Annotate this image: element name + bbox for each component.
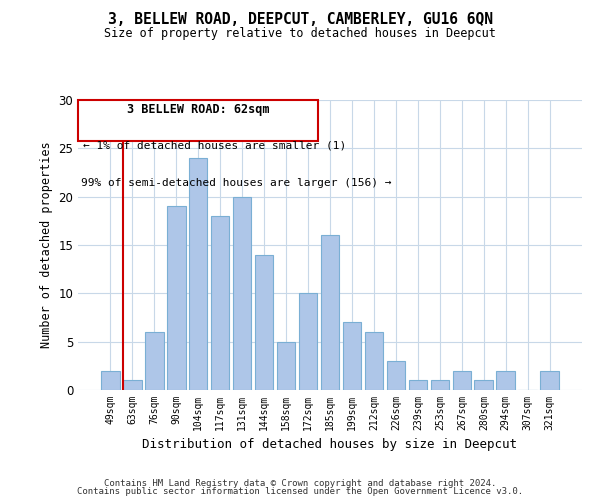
Text: Size of property relative to detached houses in Deepcut: Size of property relative to detached ho… [104, 28, 496, 40]
Text: 3 BELLEW ROAD: 62sqm: 3 BELLEW ROAD: 62sqm [127, 103, 269, 116]
Text: 3, BELLEW ROAD, DEEPCUT, CAMBERLEY, GU16 6QN: 3, BELLEW ROAD, DEEPCUT, CAMBERLEY, GU16… [107, 12, 493, 28]
Bar [409, 380, 427, 390]
Bar [386, 361, 405, 390]
Bar [365, 332, 383, 390]
Bar [277, 342, 295, 390]
Y-axis label: Number of detached properties: Number of detached properties [40, 142, 53, 348]
X-axis label: Distribution of detached houses by size in Deepcut: Distribution of detached houses by size … [143, 438, 517, 452]
Bar [145, 332, 164, 390]
Bar [320, 236, 340, 390]
Bar [452, 370, 471, 390]
Bar [496, 370, 515, 390]
Bar [123, 380, 142, 390]
Bar [233, 196, 251, 390]
Bar [255, 254, 274, 390]
Bar [343, 322, 361, 390]
Bar [475, 380, 493, 390]
Bar [167, 206, 185, 390]
Text: Contains HM Land Registry data © Crown copyright and database right 2024.: Contains HM Land Registry data © Crown c… [104, 478, 496, 488]
FancyBboxPatch shape [78, 100, 318, 140]
Bar [431, 380, 449, 390]
Bar [211, 216, 229, 390]
Bar [541, 370, 559, 390]
Text: ← 1% of detached houses are smaller (1): ← 1% of detached houses are smaller (1) [83, 140, 346, 150]
Bar [299, 294, 317, 390]
Bar [189, 158, 208, 390]
Text: 99% of semi-detached houses are larger (156) →: 99% of semi-detached houses are larger (… [80, 178, 391, 188]
Bar [101, 370, 119, 390]
Text: Contains public sector information licensed under the Open Government Licence v3: Contains public sector information licen… [77, 487, 523, 496]
